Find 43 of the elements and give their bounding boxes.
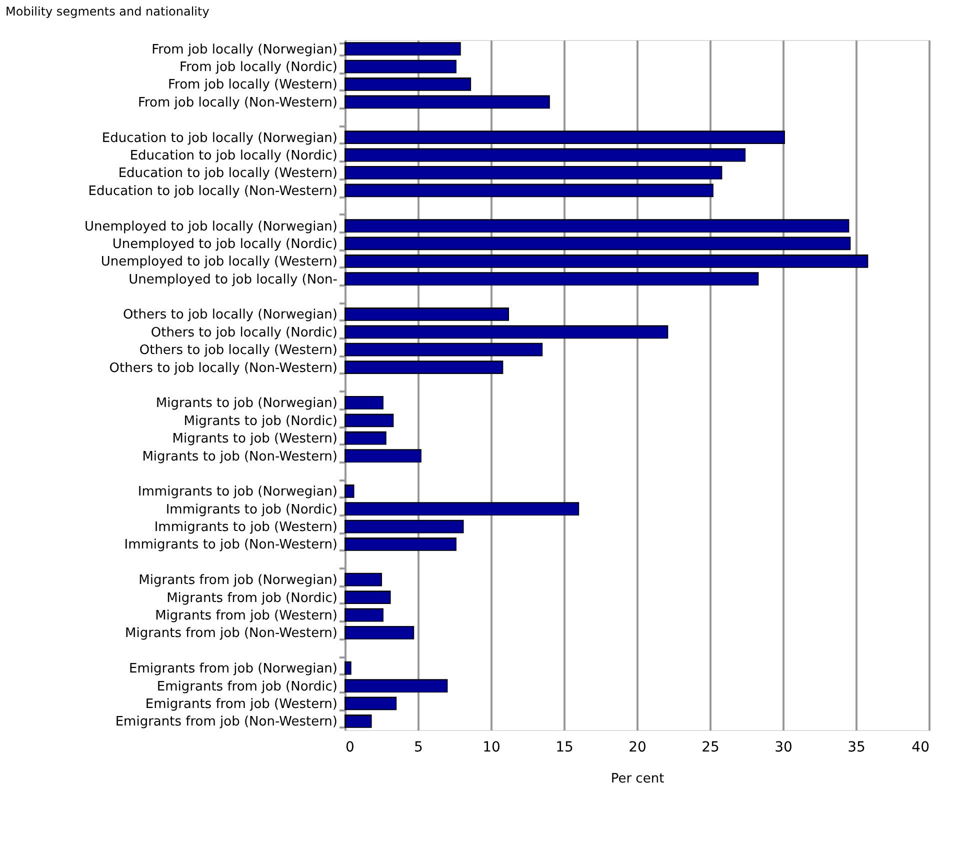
y-tick-label: Unemployed to job locally (Non- [128, 272, 338, 288]
x-axis-title: Per cent [610, 772, 664, 786]
y-tick-label: Education to job locally (Non-Western) [88, 184, 338, 199]
y-tick-label: Migrants from job (Norwegian) [138, 573, 338, 588]
x-tick-label: 20 [628, 740, 646, 756]
y-tick-label: Immigrants to job (Non-Western) [124, 538, 338, 553]
x-tick-label: 10 [482, 740, 500, 756]
y-tick-label: Migrants from job (Western) [155, 608, 338, 624]
y-axis-title: Mobility segments and nationality [6, 4, 210, 18]
x-tick-label: 40 [912, 740, 930, 756]
y-tick-label: Migrants from job (Nordic) [166, 590, 338, 606]
y-tick-label: Migrants to job (Non-Western) [142, 449, 338, 464]
x-tick-label: 15 [556, 740, 574, 756]
y-tick-label: Others to job locally (Norwegian) [122, 308, 338, 323]
y-tick-label: Education to job locally (Norwegian) [102, 130, 338, 146]
y-tick-label: Migrants to job (Norwegian) [156, 396, 338, 412]
y-tick-label: From job locally (Norwegian) [152, 42, 338, 58]
y-tick-label: Others to job locally (Nordic) [150, 325, 338, 340]
x-tick-label: 35 [848, 740, 866, 756]
y-tick-label: Emigrants from job (Western) [145, 696, 338, 712]
y-tick-label: Emigrants from job (Nordic) [156, 679, 338, 694]
y-tick-label: Education to job locally (Nordic) [130, 148, 338, 164]
y-tick-label: Migrants to job (Western) [172, 432, 338, 447]
y-tick-label: Others to job locally (Western) [139, 343, 338, 358]
y-tick-label: From job locally (Nordic) [180, 60, 338, 76]
x-tick-label: 25 [702, 740, 720, 756]
x-tick-label: 5 [414, 740, 423, 756]
x-tick-label: 30 [774, 740, 792, 756]
y-tick-label: Unemployed to job locally (Nordic) [112, 236, 338, 252]
y-tick-label: Migrants to job (Nordic) [184, 414, 338, 429]
y-tick-label: Emigrants from job (Non-Western) [115, 714, 338, 730]
x-tick-label: 0 [346, 740, 354, 756]
y-tick-label: Education to job locally (Western) [118, 166, 338, 182]
y-tick-label: Immigrants to job (Western) [154, 520, 338, 536]
y-tick-label: Others to job locally (Non-Western) [109, 360, 338, 376]
y-tick-label: Immigrants to job (Norwegian) [138, 484, 338, 500]
y-tick-label: From job locally (Western) [168, 78, 338, 93]
y-tick-label: Emigrants from job (Norwegian) [129, 662, 338, 677]
y-tick-label: Unemployed to job locally (Western) [100, 254, 338, 270]
y-tick-label: Migrants from job (Non-Western) [124, 626, 338, 642]
y-tick-label: Immigrants to job (Nordic) [166, 502, 338, 518]
y-tick-label: Unemployed to job locally (Norwegian) [84, 219, 338, 234]
y-tick-label: From job locally (Non-Western) [138, 95, 338, 110]
